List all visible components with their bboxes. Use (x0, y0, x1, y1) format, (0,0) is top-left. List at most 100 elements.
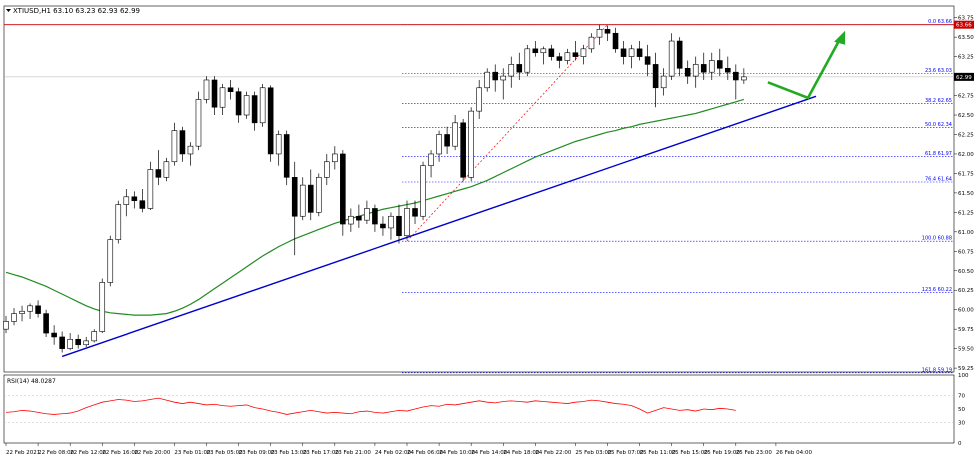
candle-body (452, 122, 458, 147)
current-price-tag-label: 62.99 (956, 75, 972, 81)
candle-body (51, 332, 57, 338)
candle-body (733, 71, 739, 81)
candle-body (372, 208, 378, 225)
candle-body (59, 336, 65, 349)
candle-body (203, 79, 210, 100)
x-tick-label: 23 Feb 17:00 (303, 450, 340, 456)
x-tick-label: 24 Feb 14:00 (471, 450, 508, 456)
candle-body (412, 208, 418, 217)
candle-body (380, 223, 386, 229)
x-tick-label: 24 Feb 10:00 (439, 450, 476, 456)
candle-body (468, 110, 474, 178)
y-tick-label: 63.50 (958, 35, 974, 41)
candle-body (99, 282, 106, 332)
candle-body (420, 165, 426, 217)
candle-body (404, 208, 410, 237)
fib-level-label: 0.0 63.66 (928, 19, 952, 25)
x-tick-label: 22 Feb 12:00 (70, 450, 107, 456)
candle-body (43, 313, 49, 334)
x-tick-label: 22 Feb 08:00 (38, 450, 75, 456)
candle-body (323, 161, 330, 178)
candle-body (484, 71, 491, 89)
trendline[interactable] (61, 95, 817, 358)
x-tick-label: 24 Feb 18:00 (503, 450, 540, 456)
header-ohlc: 63.10 63.23 62.93 62.99 (53, 7, 140, 15)
candle-body (708, 60, 715, 73)
y-tick-label: 59.75 (958, 327, 974, 333)
y-tick-label: 62.50 (958, 113, 974, 119)
candle-body (267, 87, 274, 155)
candle-body (548, 48, 555, 57)
candle-body (67, 338, 73, 349)
candle-body (243, 95, 250, 116)
candle-body (179, 130, 186, 155)
retracement-dashed-line[interactable] (406, 24, 608, 242)
candle-body (147, 169, 154, 209)
candle-body (219, 87, 226, 108)
arrow-head (834, 30, 846, 45)
rsi-series-line (5, 397, 736, 415)
rsi-tick-label: 50 (958, 407, 965, 413)
candle-body (307, 184, 314, 213)
rsi-tick-label: 70 (958, 393, 965, 399)
candle-body (123, 196, 130, 205)
candle-body (291, 177, 298, 217)
x-tick-label: 23 Feb 01:00 (174, 450, 211, 456)
fib-level-label: 161.8 59.19 (922, 367, 952, 373)
candle-body (340, 153, 346, 225)
resistance-price-tag-label: 63.66 (956, 23, 972, 29)
rsi-label: RSI(14) 48.0287 (7, 378, 56, 385)
candle-body (676, 40, 683, 69)
y-tick-label: 62.75 (958, 94, 974, 100)
candle-body (572, 52, 579, 57)
x-tick-label: 25 Feb 15:00 (672, 450, 709, 456)
symbol-dropdown-icon[interactable] (6, 9, 11, 12)
candle-body (35, 305, 41, 314)
symbol-header: XTIUSD,H1 63.10 63.23 62.93 62.99 (13, 7, 140, 15)
y-tick-label: 63.75 (958, 16, 974, 22)
candle-body (741, 76, 747, 81)
candle-body (388, 215, 394, 229)
fib-level-label: 38.2 62.65 (925, 98, 952, 104)
candle-body (315, 177, 322, 213)
x-tick-label: 22 Feb 2021 (6, 450, 40, 456)
y-tick-label: 62.00 (958, 152, 974, 158)
candle-body (564, 52, 571, 61)
fibonacci-retracement[interactable]: 0.0 63.66 23.6 63.03 38.2 62.65 50.0 62.34 6… (402, 19, 954, 373)
x-tick-label: 23 Feb 05:00 (207, 450, 244, 456)
candle-body (612, 32, 619, 50)
candle-body (356, 215, 362, 221)
candle-body (396, 215, 402, 237)
candle-body (644, 56, 651, 65)
retrace-segment (406, 24, 608, 242)
y-tick-label: 61.50 (958, 191, 974, 197)
header-symbol: XTIUSD,H1 (13, 7, 51, 15)
forecast-arrow[interactable] (767, 30, 846, 100)
rsi-plot-frame (3, 374, 955, 444)
candlesticks (3, 24, 747, 353)
candle-body (19, 310, 25, 314)
candle-body (724, 67, 731, 73)
candle-body (139, 200, 146, 209)
candle-body (75, 338, 81, 346)
candle-body (155, 169, 162, 178)
x-tick-label: 26 Feb 04:00 (776, 450, 813, 456)
candle-body (716, 60, 723, 69)
x-tick-label: 25 Feb 11:00 (640, 450, 677, 456)
candle-body (596, 29, 603, 38)
x-tick-label: 25 Feb 03:00 (575, 450, 612, 456)
main-plot-frame (3, 5, 955, 373)
rsi-tick-label: 100 (958, 373, 969, 379)
candle-body (700, 64, 707, 73)
trendline-segment (61, 95, 817, 358)
candle-body (332, 153, 338, 163)
x-tick-label: 23 Feb 13:00 (271, 450, 308, 456)
candle-body (516, 64, 523, 73)
y-tick-label: 61.25 (958, 210, 974, 216)
y-tick-label: 59.25 (958, 366, 974, 372)
candle-body (364, 208, 370, 221)
x-tick-label: 22 Feb 16:00 (102, 450, 139, 456)
x-tick-label: 23 Feb 21:00 (335, 450, 372, 456)
